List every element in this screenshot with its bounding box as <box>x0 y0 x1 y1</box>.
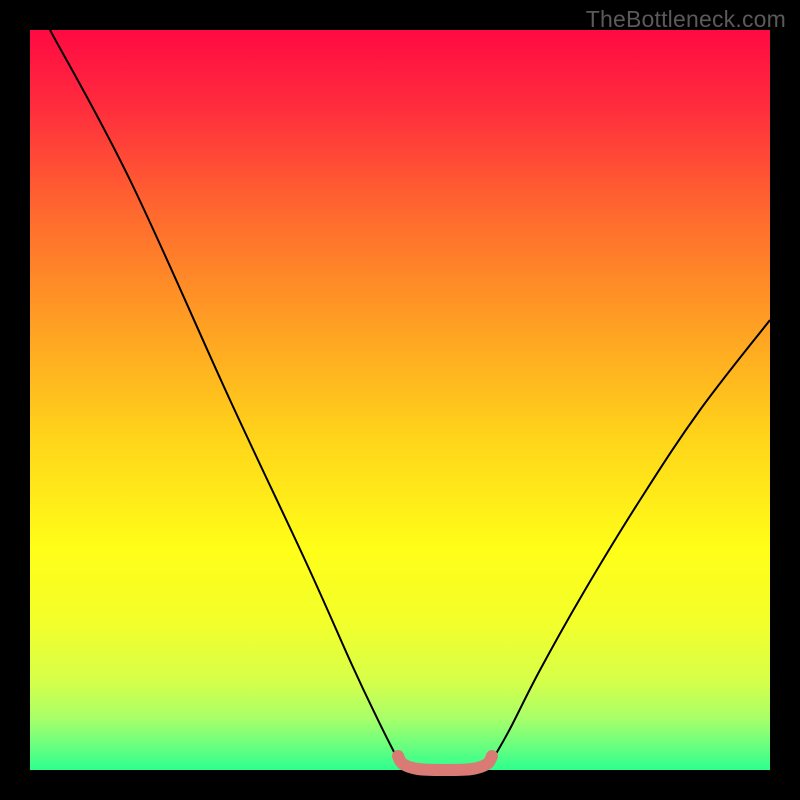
watermark-text: TheBottleneck.com <box>586 6 786 33</box>
bottleneck-curve-chart <box>0 0 800 800</box>
chart-frame: TheBottleneck.com <box>0 0 800 800</box>
gradient-background <box>30 30 770 770</box>
